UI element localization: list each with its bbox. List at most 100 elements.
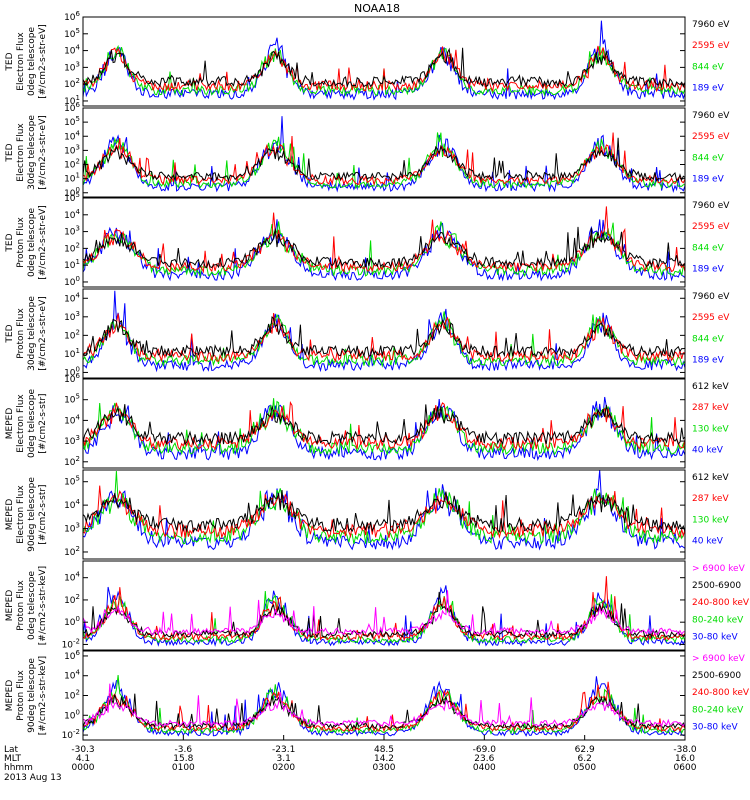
y-axis-label-line: 90deg telescope [27, 477, 37, 552]
trace-7960-ev [83, 47, 685, 89]
x-tick-label-hhmm: 0100 [172, 763, 195, 773]
y-tick-label: 103 [64, 434, 80, 447]
y-tick-exp: 4 [76, 129, 81, 137]
y-tick-exp: 2 [76, 689, 80, 697]
y-axis-label-line: TED [5, 143, 15, 162]
y-tick-base: 10 [64, 711, 76, 721]
y-tick-exp: 3 [76, 434, 80, 442]
y-tick-base: 10 [64, 80, 76, 90]
y-axis-label-line: 30deg telescope [27, 296, 37, 371]
y-tick-label: 102 [64, 328, 80, 341]
y-tick-base: 10 [64, 47, 76, 57]
y-tick-label: 106 [64, 649, 80, 662]
y-tick-label: 106 [64, 372, 80, 385]
y-tick-label: 100 [64, 615, 80, 628]
y-tick-base: 10 [64, 161, 76, 171]
y-tick-exp: 3 [76, 310, 80, 318]
y-tick-exp: 0 [76, 365, 80, 373]
y-tick-exp: 3 [76, 522, 80, 530]
y-tick-label: 104 [64, 208, 80, 221]
y-tick-base: 10 [64, 618, 76, 628]
y-axis-label-line: 0deg telescope [27, 389, 37, 459]
y-tick-label: 106 [64, 101, 80, 114]
y-tick-base: 10 [64, 175, 76, 185]
y-axis-label-line: 90deg telescope [27, 658, 37, 733]
trace-30-80-kev [83, 676, 685, 737]
y-tick-base: 10 [64, 294, 76, 304]
y-tick-exp: 3 [76, 60, 80, 68]
trace-2500-6900 [83, 693, 685, 730]
y-axis-label-line: Proton Flux [16, 580, 26, 631]
y-axis-label-line: [#/cm2-s-str] [38, 484, 48, 544]
x-tick-label-mlt: 4.1 [76, 754, 90, 764]
legend-entry: 80-240 keV [692, 615, 744, 625]
y-axis-label-line: TED [5, 233, 15, 252]
y-tick-exp: 4 [76, 571, 81, 579]
panel-frame [82, 378, 686, 469]
legend-entry: 240-800 keV [692, 598, 750, 608]
y-tick-label: 10-2 [62, 728, 80, 741]
trace-612-kev [83, 490, 685, 534]
legend-entry: 189 eV [692, 84, 725, 94]
trace-7960-ev [83, 226, 685, 270]
y-tick-exp: 1 [76, 258, 80, 266]
panel-frame [82, 197, 686, 288]
y-axis-label-line: [#/cm2-s-str-keV] [38, 656, 48, 735]
y-tick-base: 10 [64, 331, 76, 341]
x-tick-label-mlt: 15.8 [173, 754, 193, 764]
legend-entry: 844 eV [692, 334, 725, 344]
x-tick-label-lat: -3.6 [175, 745, 193, 755]
trace--6900-kev [83, 683, 685, 728]
y-tick-label: 101 [64, 258, 80, 271]
x-tick-label-lat: 62.9 [575, 745, 595, 755]
x-tick-label-hhmm: 0300 [373, 763, 396, 773]
y-tick-label: 103 [64, 225, 80, 238]
x-row-label-mlt: MLT [4, 754, 22, 764]
x-tick-label-mlt: 14.2 [374, 754, 394, 764]
legend-entry: 2500-6900 [692, 581, 741, 591]
y-axis-label-line: 30deg telescope [27, 115, 37, 190]
y-axis-label-line: Electron Flux [16, 485, 26, 544]
y-tick-base: 10 [62, 731, 74, 741]
y-tick-exp: 2 [76, 455, 80, 463]
y-tick-label: 100 [64, 186, 80, 199]
y-tick-exp: -2 [73, 728, 80, 736]
y-tick-label: 103 [64, 522, 80, 535]
trace-2595-ev [83, 45, 685, 93]
y-tick-base: 10 [64, 692, 76, 702]
trace-80-240-kev [83, 674, 685, 735]
y-tick-label: 105 [64, 191, 80, 204]
y-tick-exp: 5 [76, 475, 80, 483]
y-tick-base: 10 [64, 458, 76, 468]
y-tick-base: 10 [64, 261, 76, 271]
trace-7960-ev [83, 137, 685, 183]
date-label: 2013 Aug 13 [4, 773, 62, 783]
y-tick-base: 10 [64, 416, 76, 426]
y-axis-label-line: [#/cm2-s-str-eV] [38, 296, 48, 371]
y-tick-base: 10 [64, 228, 76, 238]
legend-entry: 2595 eV [692, 132, 730, 142]
y-tick-exp: 2 [76, 158, 80, 166]
legend-entry: 40 keV [692, 446, 724, 456]
y-tick-label: 105 [64, 393, 80, 406]
y-tick-exp: 6 [76, 10, 81, 18]
legend-entry: 2595 eV [692, 41, 730, 51]
y-tick-base: 10 [64, 278, 76, 288]
y-tick-exp: 4 [76, 291, 81, 299]
x-tick-label-mlt: 6.2 [578, 754, 592, 764]
y-tick-base: 10 [64, 501, 76, 511]
y-axis-label-line: TED [5, 324, 15, 343]
legend-entry: 7960 eV [692, 292, 730, 302]
y-axis-label-line: Proton Flux [16, 670, 26, 721]
y-tick-label: 106 [64, 10, 80, 23]
trace-40-kev [83, 396, 685, 462]
y-tick-exp: 2 [76, 545, 80, 553]
y-tick-label: 105 [64, 27, 80, 40]
y-tick-base: 10 [64, 596, 76, 606]
x-row-label-hhmm: hhmm [4, 763, 33, 773]
legend-entry: 40 keV [692, 537, 724, 547]
